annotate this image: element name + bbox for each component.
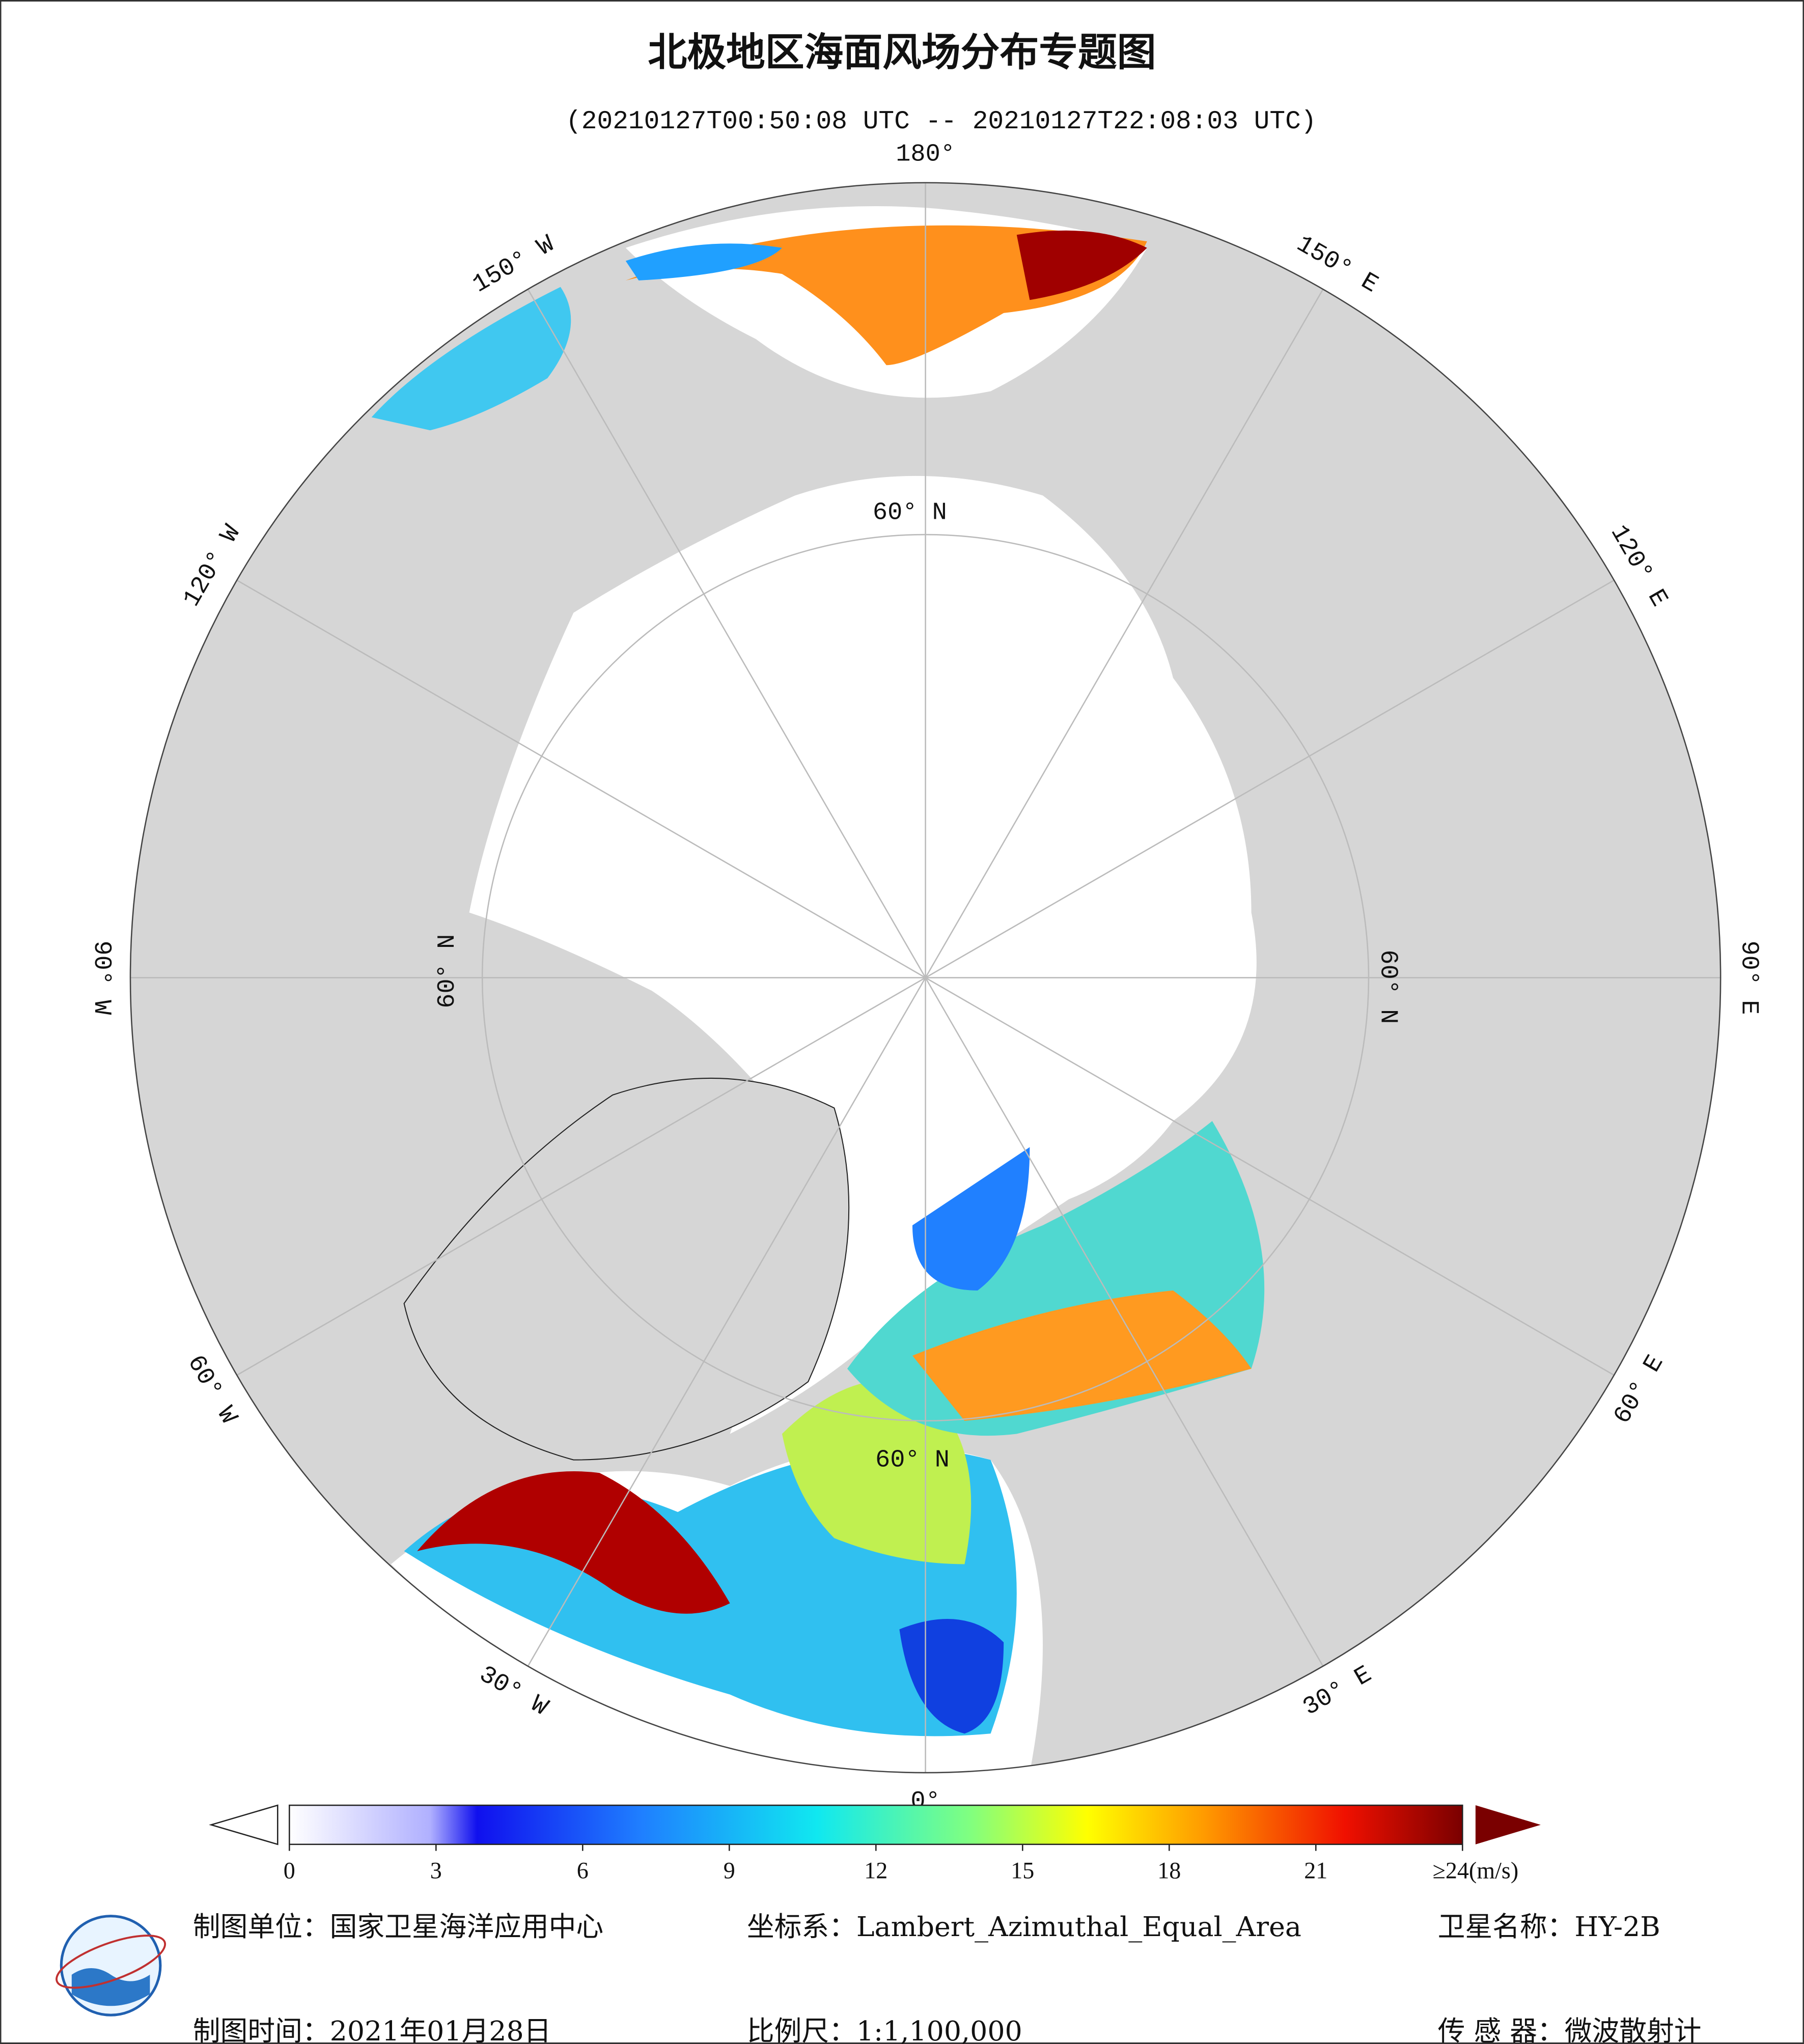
colorbar-tick-label: ≥24(m/s) (1433, 1858, 1519, 1884)
latitude-label: 60° N (875, 1446, 950, 1474)
meridian (236, 579, 926, 978)
wind-swath (912, 1290, 1252, 1421)
latitude-label: 60° N (1374, 949, 1402, 1024)
meridian (925, 977, 1615, 1376)
scale: 比例尺：1:1,100,000 (747, 2015, 1022, 2044)
colorbar-tick-label: 9 (724, 1858, 735, 1884)
arctic-ocean (469, 475, 1257, 1434)
meridian (236, 977, 926, 1376)
colorbar-over (1475, 1805, 1541, 1844)
colorbar-tick-label: 21 (1304, 1858, 1327, 1884)
mapping-unit: 制图单位：国家卫星海洋应用中心 (193, 1911, 603, 1943)
longitude-label: 180° (896, 140, 955, 168)
colorbar-tick-label: 15 (1011, 1858, 1034, 1884)
wind-swath (912, 1147, 1030, 1291)
sensor: 传 感 器：微波散射计 (1438, 2015, 1702, 2044)
colorbar-tick-label: 12 (864, 1858, 887, 1884)
meridian (925, 977, 1324, 1667)
longitude-label: 90° W (88, 941, 116, 1016)
colorbar (289, 1804, 1463, 1845)
map-subtitle: (20210127T00:50:08 UTC -- 20210127T22:08… (566, 107, 1316, 136)
latitude-label: 60° N (873, 498, 947, 526)
colorbar-tick-label: 0 (284, 1858, 295, 1884)
satellite: 卫星名称：HY-2B (1438, 1911, 1660, 1943)
wind-swath (782, 1379, 972, 1564)
map-title: 北极地区海面风场分布专题图 (648, 30, 1156, 75)
latitude-label: 60° N (433, 934, 461, 1009)
coordinate-system: 坐标系：Lambert_Azimuthal_Equal_Area (747, 1911, 1301, 1943)
logo (55, 1915, 166, 2017)
colorbar-tick-label: 6 (577, 1858, 589, 1884)
meridian (527, 289, 926, 978)
meridian (925, 579, 1615, 978)
longitude-label: 90° E (1735, 941, 1763, 1015)
wind-swath (1016, 230, 1147, 300)
colorbar-tick-label: 18 (1157, 1858, 1181, 1884)
meridian (925, 289, 1324, 978)
wind-swath (417, 1471, 730, 1614)
colorbar-under (209, 1804, 279, 1845)
mapping-date: 制图时间：2021年01月28日 (193, 2015, 551, 2044)
greenland (403, 1077, 850, 1461)
wind-swath (371, 287, 571, 431)
map-body (130, 182, 1721, 1773)
colorbar-tick-label: 3 (430, 1858, 442, 1884)
meridian (527, 977, 926, 1667)
wind-swath (625, 243, 782, 281)
map-edge (129, 182, 1722, 1774)
